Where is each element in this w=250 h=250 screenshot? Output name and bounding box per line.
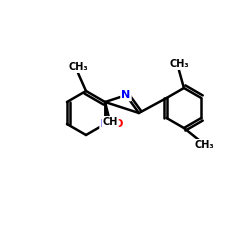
Text: O: O <box>113 119 123 129</box>
Text: CH₃: CH₃ <box>169 59 189 69</box>
Text: N: N <box>121 90 130 100</box>
Text: CH₃: CH₃ <box>194 140 214 150</box>
Text: CH₃: CH₃ <box>68 62 88 72</box>
Text: N: N <box>100 119 110 129</box>
Text: CH: CH <box>102 117 118 127</box>
